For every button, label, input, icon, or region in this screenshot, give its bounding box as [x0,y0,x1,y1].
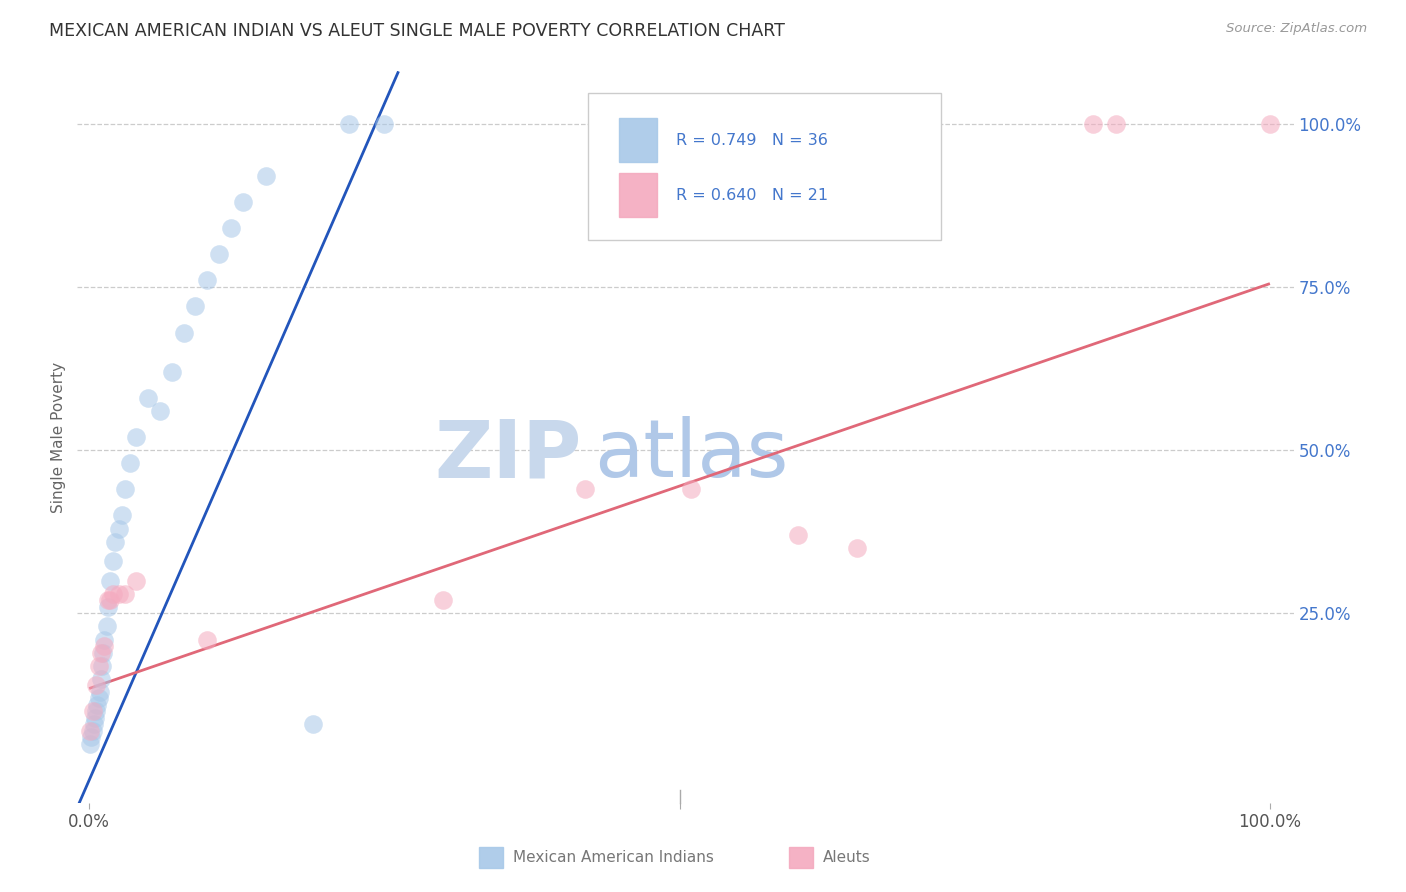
Point [93,639,115,653]
Point [114,587,136,601]
Point [254,169,277,183]
Text: R = 0.640   N = 21: R = 0.640 N = 21 [676,188,828,202]
Point [574,483,596,497]
Point [302,717,325,731]
Point [373,117,395,131]
Point [80,731,103,745]
Point [89,685,111,699]
Point [97,593,120,607]
Point [79,737,101,751]
Point [173,326,195,340]
Point [136,391,159,405]
Point [101,587,124,601]
Point [90,646,112,660]
Point [91,646,114,660]
Text: MEXICAN AMERICAN INDIAN VS ALEUT SINGLE MALE POVERTY CORRELATION CHART: MEXICAN AMERICAN INDIAN VS ALEUT SINGLE … [49,22,785,40]
Point [104,534,127,549]
Point [82,705,104,719]
Point [1081,117,1104,131]
Text: Mexican American Indians: Mexican American Indians [513,850,714,865]
FancyBboxPatch shape [588,94,941,240]
Point [681,483,703,497]
Point [1105,117,1128,131]
Point [845,541,868,555]
Point [786,528,808,542]
Point [97,599,120,614]
Point [1258,117,1281,131]
Bar [478,847,503,868]
Point [125,430,148,444]
Point [91,658,114,673]
Point [184,300,207,314]
Point [87,691,110,706]
Point [120,456,142,470]
Point [114,483,136,497]
Point [160,365,183,379]
Point [83,717,105,731]
Point [195,632,218,647]
Point [232,194,254,209]
Point [86,698,108,712]
Point [84,705,107,719]
Point [337,117,360,131]
Point [82,723,104,738]
Point [432,593,454,607]
Text: atlas: atlas [595,417,789,494]
Point [125,574,148,588]
Text: Source: ZipAtlas.com: Source: ZipAtlas.com [1226,22,1367,36]
Point [107,521,129,535]
Point [100,593,122,607]
Point [93,632,115,647]
Point [90,672,112,686]
Bar [789,847,813,868]
Point [87,658,110,673]
Point [79,723,101,738]
Text: Aleuts: Aleuts [823,850,870,865]
Bar [619,173,658,218]
Point [100,574,122,588]
Point [101,554,124,568]
Y-axis label: Single Male Poverty: Single Male Poverty [51,361,66,513]
Point [107,587,129,601]
Point [96,619,118,633]
Point [149,404,172,418]
Point [84,711,107,725]
Point [219,221,242,235]
Point [84,678,107,692]
Text: R = 0.749   N = 36: R = 0.749 N = 36 [676,133,828,147]
Point [195,273,218,287]
Point [208,247,231,261]
Bar [619,118,658,162]
Text: ZIP: ZIP [434,417,582,494]
Point [111,508,134,523]
